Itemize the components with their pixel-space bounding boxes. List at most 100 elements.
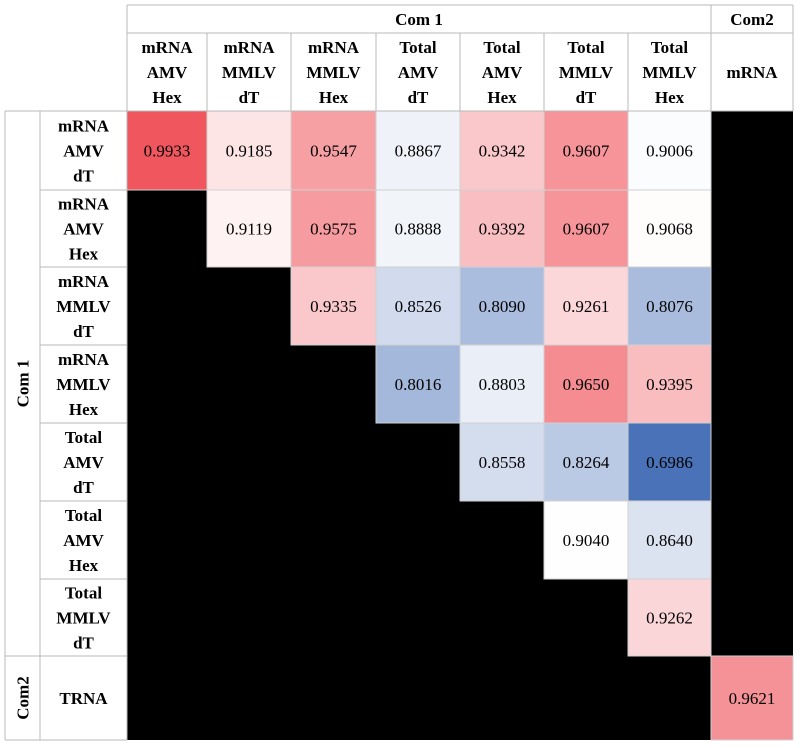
row-header-label: dT xyxy=(73,634,94,653)
column-header-label: dT xyxy=(408,88,429,107)
column-header-label: dT xyxy=(576,88,597,107)
heatmap-cell xyxy=(126,110,208,191)
cell-value-label: 0.8558 xyxy=(479,453,526,472)
column-header-label: Hex xyxy=(152,88,182,107)
cell-value-label: 0.8016 xyxy=(395,375,442,394)
column-header-label: MMLV xyxy=(642,63,697,82)
cell-value-label: 0.8090 xyxy=(479,297,526,316)
heatmap-cell xyxy=(375,266,461,346)
group-label: Com2 xyxy=(14,676,33,719)
heatmap-cell xyxy=(543,189,629,268)
heatmap-cell xyxy=(290,110,377,191)
row-header-label: dT xyxy=(73,167,94,186)
row-header-label: TRNA xyxy=(59,689,108,708)
heatmap-cell xyxy=(375,344,461,424)
group-label: Com2 xyxy=(730,10,773,29)
row-header-label: AMV xyxy=(63,220,104,239)
column-header-label: MMLV xyxy=(222,63,277,82)
cell-value-label: 0.9335 xyxy=(310,297,357,316)
column-header-label: mRNA xyxy=(727,63,779,82)
row-header-label: Hex xyxy=(69,400,99,419)
heatmap-cell xyxy=(459,344,545,424)
column-header-label: Hex xyxy=(487,88,517,107)
cell-value-label: 0.9395 xyxy=(646,375,693,394)
cell-value-label: 0.9607 xyxy=(563,142,610,161)
heatmap-cell xyxy=(543,266,629,346)
heatmap-cell xyxy=(543,422,629,502)
cell-value-label: 0.9621 xyxy=(729,689,776,708)
row-header-label: Total xyxy=(65,584,102,603)
cell-value-label: 0.8888 xyxy=(395,220,442,239)
cells-layer xyxy=(126,110,794,741)
cell-value-label: 0.8264 xyxy=(563,453,610,472)
cell-value-label: 0.6986 xyxy=(646,453,693,472)
labels-layer: 0.9933 0.9185 0.9547 0.8867 0.9342 0.9607 0.90… xyxy=(14,10,779,720)
column-header-label: Hex xyxy=(655,88,685,107)
cell-value-label: 0.9650 xyxy=(563,375,610,394)
column-header-label: Total xyxy=(651,38,688,57)
cell-value-label: 0.9119 xyxy=(226,220,272,239)
cell-value-label: 0.9006 xyxy=(646,142,693,161)
group-label: Com 1 xyxy=(14,360,33,408)
heatmap-cell xyxy=(543,500,629,580)
column-header-label: Total xyxy=(567,38,604,57)
row-header-label: dT xyxy=(73,322,94,341)
column-header-label: Total xyxy=(483,38,520,57)
column-header-label: MMLV xyxy=(306,63,361,82)
heatmap-cell xyxy=(627,266,712,346)
heatmap-cell xyxy=(627,344,712,424)
column-header-label: mRNA xyxy=(224,38,276,57)
row-header-label: MMLV xyxy=(56,375,111,394)
row-header-label: AMV xyxy=(63,142,104,161)
row-header-label: Total xyxy=(65,506,102,525)
grid-layer xyxy=(4,4,794,741)
column-header-label: AMV xyxy=(482,63,523,82)
row-header-label: mRNA xyxy=(58,117,110,136)
cell-value-label: 0.8640 xyxy=(646,531,693,550)
column-header-label: Total xyxy=(399,38,436,57)
heatmap-cell xyxy=(627,110,712,191)
cell-value-label: 0.9575 xyxy=(310,220,357,239)
cell-value-label: 0.9342 xyxy=(479,142,526,161)
cell-value-label: 0.9607 xyxy=(563,220,610,239)
cell-value-label: 0.9040 xyxy=(563,531,610,550)
cell-value-label: 0.9068 xyxy=(646,220,693,239)
cell-value-label: 0.8803 xyxy=(479,375,526,394)
heatmap-cell xyxy=(290,189,377,268)
cell-value-label: 0.9261 xyxy=(563,297,610,316)
cell-value-label: 0.9933 xyxy=(144,142,191,161)
cell-value-label: 0.8867 xyxy=(395,142,442,161)
cell-value-label: 0.8526 xyxy=(395,297,442,316)
column-header-label: MMLV xyxy=(559,63,614,82)
row-header-label: AMV xyxy=(63,453,104,472)
heatmap-cell xyxy=(543,344,629,424)
heatmap-cell xyxy=(627,422,712,502)
heatmap-cell xyxy=(627,578,712,657)
group-label: Com 1 xyxy=(395,10,443,29)
heatmap-cell xyxy=(375,189,461,268)
cell-value-label: 0.9392 xyxy=(479,220,526,239)
row-header-label: Total xyxy=(65,428,102,447)
heatmap-cell xyxy=(627,500,712,580)
column-header-label: mRNA xyxy=(142,38,194,57)
heatmap-cell xyxy=(710,655,794,741)
heatmap-cell xyxy=(459,266,545,346)
heatmap-cell xyxy=(459,422,545,502)
heatmap-cell xyxy=(206,189,292,268)
cell-value-label: 0.8076 xyxy=(646,297,693,316)
row-header-label: MMLV xyxy=(56,609,111,628)
row-header-label: Hex xyxy=(69,556,99,575)
row-header-label: mRNA xyxy=(58,195,110,214)
row-header-label: AMV xyxy=(63,531,104,550)
cell-value-label: 0.9185 xyxy=(226,142,273,161)
row-header-label: MMLV xyxy=(56,297,111,316)
row-header-label: mRNA xyxy=(58,272,110,291)
column-header-label: dT xyxy=(239,88,260,107)
row-header-label: dT xyxy=(73,478,94,497)
column-header-label: AMV xyxy=(147,63,188,82)
column-header-label: AMV xyxy=(398,63,439,82)
heatmap-cell xyxy=(627,189,712,268)
row-header-label: mRNA xyxy=(58,350,110,369)
cell-value-label: 0.9547 xyxy=(310,142,357,161)
